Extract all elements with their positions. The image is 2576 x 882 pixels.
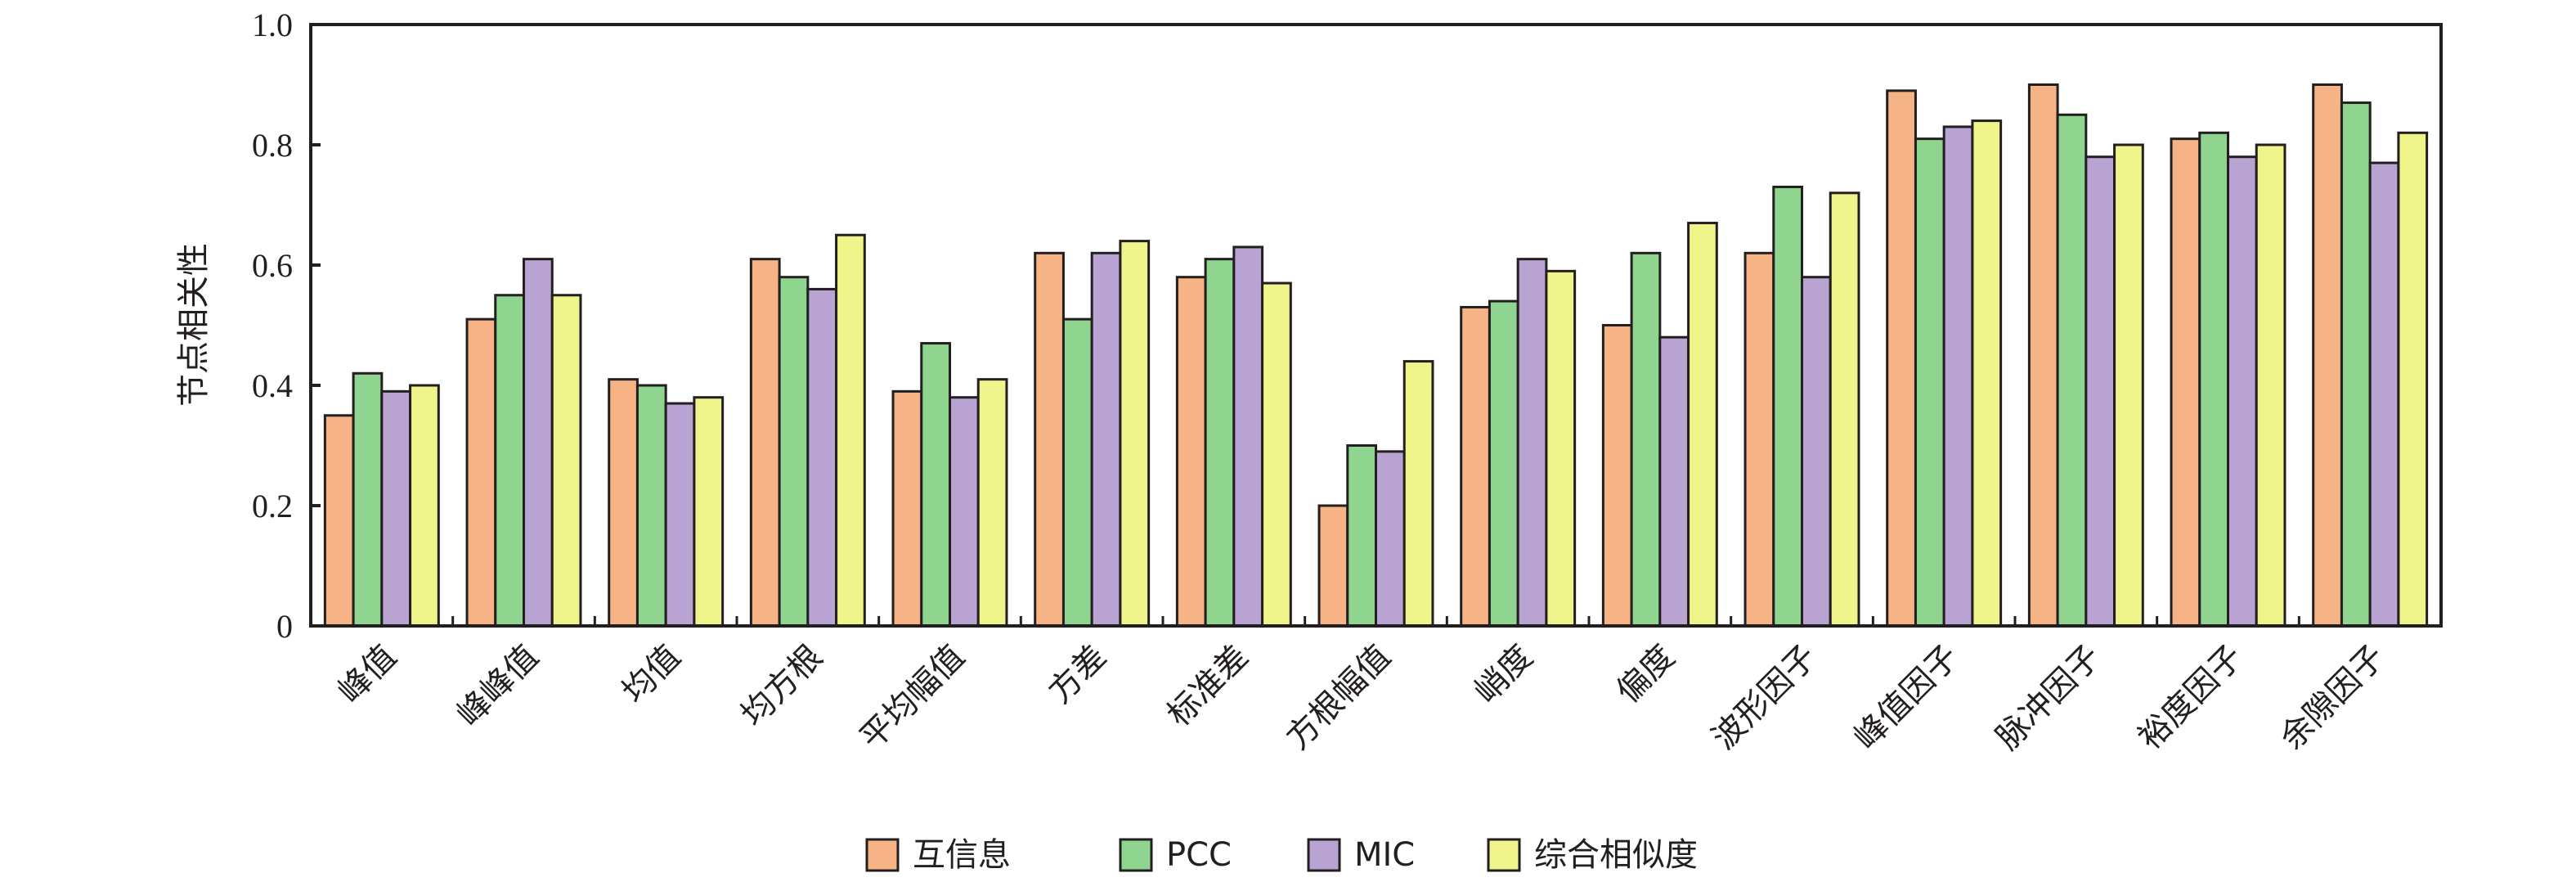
bar-互信息-峭度: [1460, 305, 1491, 628]
bar-互信息-平均幅值: [891, 389, 923, 628]
bar-综合相似度-均值: [693, 396, 725, 628]
bar-MIC-均值: [664, 402, 696, 628]
bar-互信息-标准差: [1175, 276, 1207, 628]
bar-PCC-峰值因子: [1914, 137, 1945, 628]
y-tick-label: 0.4: [252, 367, 293, 404]
bar-PCC-余隙因子: [2340, 101, 2372, 628]
bar-MIC-脉冲因子: [2085, 155, 2116, 628]
bar-综合相似度-脉冲因子: [2113, 143, 2144, 628]
y-tick-label: 0: [276, 608, 293, 645]
bar-互信息-均值: [608, 378, 639, 628]
legend-swatch: [1307, 838, 1341, 872]
bar-PCC-脉冲因子: [2056, 113, 2088, 628]
bar-互信息-方根幅值: [1317, 504, 1349, 628]
plot-frame: [309, 23, 2443, 628]
bar-综合相似度-峰值: [409, 384, 440, 628]
bar-MIC-平均幅值: [949, 396, 980, 628]
bar-综合相似度-波形因子: [1829, 191, 1860, 628]
bar-互信息-峰值: [323, 414, 355, 628]
bar-PCC-峭度: [1488, 299, 1519, 628]
bar-MIC-偏度: [1658, 335, 1690, 628]
bar-PCC-峰值: [352, 371, 384, 628]
bar-MIC-余隙因子: [2368, 161, 2400, 628]
x-tick-label: 峰值因子: [1847, 638, 1967, 758]
bar-综合相似度-均方根: [835, 233, 866, 628]
bar-互信息-波形因子: [1744, 251, 1775, 628]
bar-PCC-均方根: [778, 276, 810, 628]
x-tick-label: 方差: [1041, 638, 1114, 711]
legend: 互信息 PCC MIC 综合相似度: [865, 836, 1698, 874]
bar-互信息-裕度因子: [2170, 137, 2201, 628]
bar-PCC-方差: [1061, 317, 1093, 628]
bar-综合相似度-方差: [1119, 240, 1151, 628]
bar-PCC-裕度因子: [2198, 131, 2229, 628]
x-tick-label: 裕度因子: [2131, 638, 2251, 758]
bar-互信息-偏度: [1601, 324, 1633, 628]
y-tick-label: 0.2: [252, 488, 293, 524]
y-tick-label: 1.0: [252, 7, 293, 43]
bar-互信息-脉冲因子: [2027, 83, 2059, 628]
x-tick-label: 余隙因子: [2273, 638, 2393, 758]
bar-PCC-均值: [635, 384, 667, 628]
x-tick-label: 脉冲因子: [1989, 638, 2108, 758]
x-tick-label: 峰值: [331, 638, 404, 711]
x-tick-label: 标准差: [1160, 638, 1256, 734]
bar-综合相似度-偏度: [1687, 222, 1718, 628]
bars-layer: [323, 83, 2429, 628]
bar-PCC-方根幅值: [1346, 444, 1378, 628]
bar-MIC-峰值: [380, 389, 412, 628]
bar-PCC-偏度: [1630, 251, 1662, 628]
bar-MIC-标准差: [1232, 245, 1264, 628]
bar-MIC-方差: [1090, 251, 1122, 628]
y-axis: 0 0.2 0.4 0.6 0.8 1.0: [252, 7, 321, 645]
x-tick-label: 峭度: [1467, 638, 1540, 711]
x-axis: 峰值 峰峰值 均值 均方根 平均幅值 方差 标准差 方根幅值 峭度 偏度 波形因子 峰值因子 脉冲因子裕…: [331, 616, 2392, 757]
legend-label: PCC: [1166, 836, 1232, 874]
legend-label: 综合相似度: [1534, 836, 1698, 874]
bar-PCC-波形因子: [1772, 185, 1803, 628]
x-tick-label: 均方根: [734, 638, 830, 734]
x-tick-label: 均值: [615, 638, 688, 711]
bar-互信息-余隙因子: [2312, 83, 2343, 628]
x-tick-label: 峰峰值: [450, 638, 545, 734]
bar-MIC-波形因子: [1801, 276, 1832, 628]
bar-PCC-峰峰值: [494, 294, 525, 628]
legend-label: MIC: [1354, 836, 1415, 874]
bar-综合相似度-方根幅值: [1402, 360, 1434, 628]
bar-综合相似度-余隙因子: [2397, 131, 2429, 628]
legend-swatch: [865, 838, 900, 872]
bar-互信息-均方根: [749, 258, 781, 628]
bar-综合相似度-平均幅值: [976, 378, 1008, 628]
y-tick-label: 0.6: [252, 247, 293, 284]
bar-综合相似度-峰峰值: [550, 294, 582, 628]
bar-综合相似度-峰值因子: [1971, 119, 2003, 628]
bar-MIC-峰峰值: [523, 258, 554, 628]
legend-swatch: [1487, 838, 1521, 872]
x-tick-label: 波形因子: [1705, 638, 1824, 758]
y-axis-label: 节点相关性: [175, 243, 213, 407]
bar-MIC-方根幅值: [1375, 450, 1406, 628]
x-tick-label: 偏度: [1609, 638, 1682, 711]
x-tick-label: 方根幅值: [1279, 638, 1398, 758]
bar-MIC-峭度: [1516, 258, 1548, 628]
bar-MIC-裕度因子: [2227, 155, 2258, 628]
legend-label: 互信息: [913, 836, 1011, 874]
bar-综合相似度-峭度: [1545, 269, 1577, 628]
bar-综合相似度-标准差: [1261, 281, 1292, 628]
x-tick-label: 平均幅值: [853, 638, 972, 758]
bar-PCC-平均幅值: [920, 342, 952, 628]
bar-综合相似度-裕度因子: [2255, 143, 2287, 628]
bar-PCC-标准差: [1204, 258, 1236, 628]
y-tick-label: 0.8: [252, 127, 293, 164]
bar-MIC-峰值因子: [1942, 125, 1974, 628]
bar-互信息-峰峰值: [465, 317, 497, 628]
bar-互信息-方差: [1034, 251, 1065, 628]
bar-MIC-均方根: [806, 287, 838, 628]
bar-互信息-峰值因子: [1886, 89, 1917, 628]
legend-swatch: [1119, 838, 1153, 872]
